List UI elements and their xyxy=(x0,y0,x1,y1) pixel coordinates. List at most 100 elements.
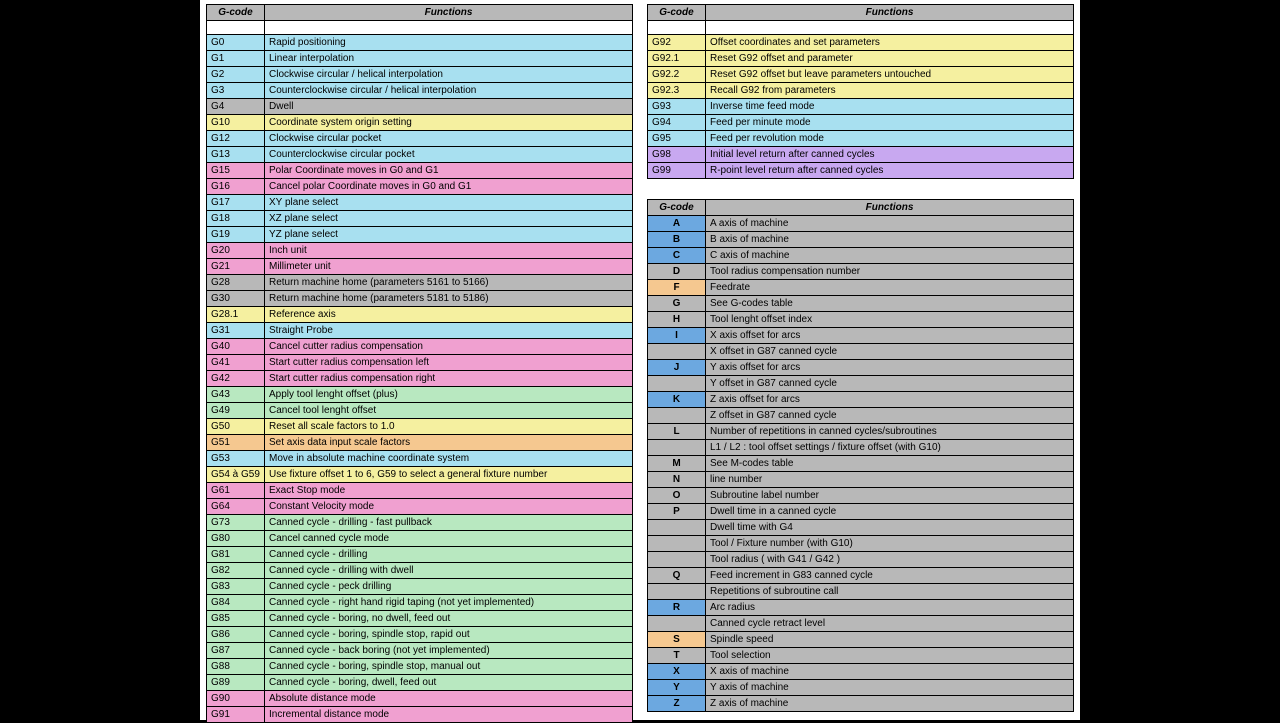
code-cell: G12 xyxy=(207,131,265,147)
function-cell: X offset in G87 canned cycle xyxy=(706,344,1074,360)
code-cell: G80 xyxy=(207,531,265,547)
code-cell: R xyxy=(648,600,706,616)
header-functions: Functions xyxy=(706,5,1074,21)
table-row: G16Cancel polar Coordinate moves in G0 a… xyxy=(207,179,633,195)
code-cell: J xyxy=(648,360,706,376)
table-row: Repetitions of subroutine call xyxy=(648,584,1074,600)
table-row: G54 à G59Use fixture offset 1 to 6, G59 … xyxy=(207,467,633,483)
table-row: GSee G-codes table xyxy=(648,296,1074,312)
table-row: HTool lenght offset index xyxy=(648,312,1074,328)
code-cell: X xyxy=(648,664,706,680)
table-row: G20Inch unit xyxy=(207,243,633,259)
function-cell: Millimeter unit xyxy=(265,259,633,275)
letter-table: G-code Functions AA axis of machineBB ax… xyxy=(647,199,1074,712)
function-cell: XY plane select xyxy=(265,195,633,211)
table-row: Y offset in G87 canned cycle xyxy=(648,376,1074,392)
table-row: G53Move in absolute machine coordinate s… xyxy=(207,451,633,467)
function-cell: B axis of machine xyxy=(706,232,1074,248)
table-row: G91Incremental distance mode xyxy=(207,707,633,723)
table-row: G41Start cutter radius compensation left xyxy=(207,355,633,371)
table-row: G89Canned cycle - boring, dwell, feed ou… xyxy=(207,675,633,691)
function-cell: Tool / Fixture number (with G10) xyxy=(706,536,1074,552)
table-row: G61Exact Stop mode xyxy=(207,483,633,499)
code-cell: G18 xyxy=(207,211,265,227)
table-gap xyxy=(647,179,1074,199)
code-cell: G53 xyxy=(207,451,265,467)
code-cell: G92 xyxy=(648,35,706,51)
table-row: G80Cancel canned cycle mode xyxy=(207,531,633,547)
table-row: XX axis of machine xyxy=(648,664,1074,680)
table-row: G92.1Reset G92 offset and parameter xyxy=(648,51,1074,67)
code-cell: D xyxy=(648,264,706,280)
table-row: G17XY plane select xyxy=(207,195,633,211)
function-cell: Y offset in G87 canned cycle xyxy=(706,376,1074,392)
table-row: G86Canned cycle - boring, spindle stop, … xyxy=(207,627,633,643)
table-row: RArc radius xyxy=(648,600,1074,616)
table-row: G2Clockwise circular / helical interpola… xyxy=(207,67,633,83)
code-cell: G0 xyxy=(207,35,265,51)
function-cell: Polar Coordinate moves in G0 and G1 xyxy=(265,163,633,179)
code-cell: G82 xyxy=(207,563,265,579)
table-row: IX axis offset for arcs xyxy=(648,328,1074,344)
table-row: JY axis offset for arcs xyxy=(648,360,1074,376)
function-cell: Y axis offset for arcs xyxy=(706,360,1074,376)
function-cell: Subroutine label number xyxy=(706,488,1074,504)
code-cell: G4 xyxy=(207,99,265,115)
code-cell: G54 à G59 xyxy=(207,467,265,483)
code-cell: G84 xyxy=(207,595,265,611)
header-gcode: G-code xyxy=(648,200,706,216)
function-cell: Reset G92 offset but leave parameters un… xyxy=(706,67,1074,83)
table-row: PDwell time in a canned cycle xyxy=(648,504,1074,520)
table-row: ZZ axis of machine xyxy=(648,696,1074,712)
code-cell: G1 xyxy=(207,51,265,67)
table-row: Tool radius ( with G41 / G42 ) xyxy=(648,552,1074,568)
header-functions: Functions xyxy=(265,5,633,21)
table-row: CC axis of machine xyxy=(648,248,1074,264)
table-row: TTool selection xyxy=(648,648,1074,664)
function-cell: L1 / L2 : tool offset settings / fixture… xyxy=(706,440,1074,456)
code-cell: G xyxy=(648,296,706,312)
code-cell: G88 xyxy=(207,659,265,675)
function-cell: Dwell xyxy=(265,99,633,115)
table-row: G42Start cutter radius compensation righ… xyxy=(207,371,633,387)
function-cell: Canned cycle - boring, dwell, feed out xyxy=(265,675,633,691)
code-cell: G90 xyxy=(207,691,265,707)
table-row: G85Canned cycle - boring, no dwell, feed… xyxy=(207,611,633,627)
function-cell: YZ plane select xyxy=(265,227,633,243)
table-row: G21Millimeter unit xyxy=(207,259,633,275)
table-row: G64Constant Velocity mode xyxy=(207,499,633,515)
table-row: G73Canned cycle - drilling - fast pullba… xyxy=(207,515,633,531)
table-row: G15Polar Coordinate moves in G0 and G1 xyxy=(207,163,633,179)
function-cell: Apply tool lenght offset (plus) xyxy=(265,387,633,403)
table-row: G1Linear interpolation xyxy=(207,51,633,67)
page-container: G-code Functions G0Rapid positioningG1Li… xyxy=(200,0,1080,720)
left-column: G-code Functions G0Rapid positioningG1Li… xyxy=(206,4,633,716)
table-row: OSubroutine label number xyxy=(648,488,1074,504)
table-row: G81Canned cycle - drilling xyxy=(207,547,633,563)
code-cell: G99 xyxy=(648,163,706,179)
table-row: Canned cycle retract level xyxy=(648,616,1074,632)
code-cell: G51 xyxy=(207,435,265,451)
function-cell: Cancel tool lenght offset xyxy=(265,403,633,419)
function-cell: Canned cycle - drilling - fast pullback xyxy=(265,515,633,531)
function-cell: Arc radius xyxy=(706,600,1074,616)
table-header-row: G-code Functions xyxy=(648,5,1074,21)
function-cell: Cancel polar Coordinate moves in G0 and … xyxy=(265,179,633,195)
table-row: SSpindle speed xyxy=(648,632,1074,648)
table-row: X offset in G87 canned cycle xyxy=(648,344,1074,360)
function-cell: Canned cycle retract level xyxy=(706,616,1074,632)
code-cell: G91 xyxy=(207,707,265,723)
spacer-row xyxy=(648,21,1074,35)
function-cell: Straight Probe xyxy=(265,323,633,339)
function-cell: Feed per minute mode xyxy=(706,115,1074,131)
function-cell: C axis of machine xyxy=(706,248,1074,264)
table-row: G40Cancel cutter radius compensation xyxy=(207,339,633,355)
table-row: KZ axis offset for arcs xyxy=(648,392,1074,408)
function-cell: Offset coordinates and set parameters xyxy=(706,35,1074,51)
table-row: G93Inverse time feed mode xyxy=(648,99,1074,115)
function-cell: Clockwise circular / helical interpolati… xyxy=(265,67,633,83)
code-cell: P xyxy=(648,504,706,520)
table-row: G3Counterclockwise circular / helical in… xyxy=(207,83,633,99)
code-cell: H xyxy=(648,312,706,328)
header-gcode: G-code xyxy=(648,5,706,21)
